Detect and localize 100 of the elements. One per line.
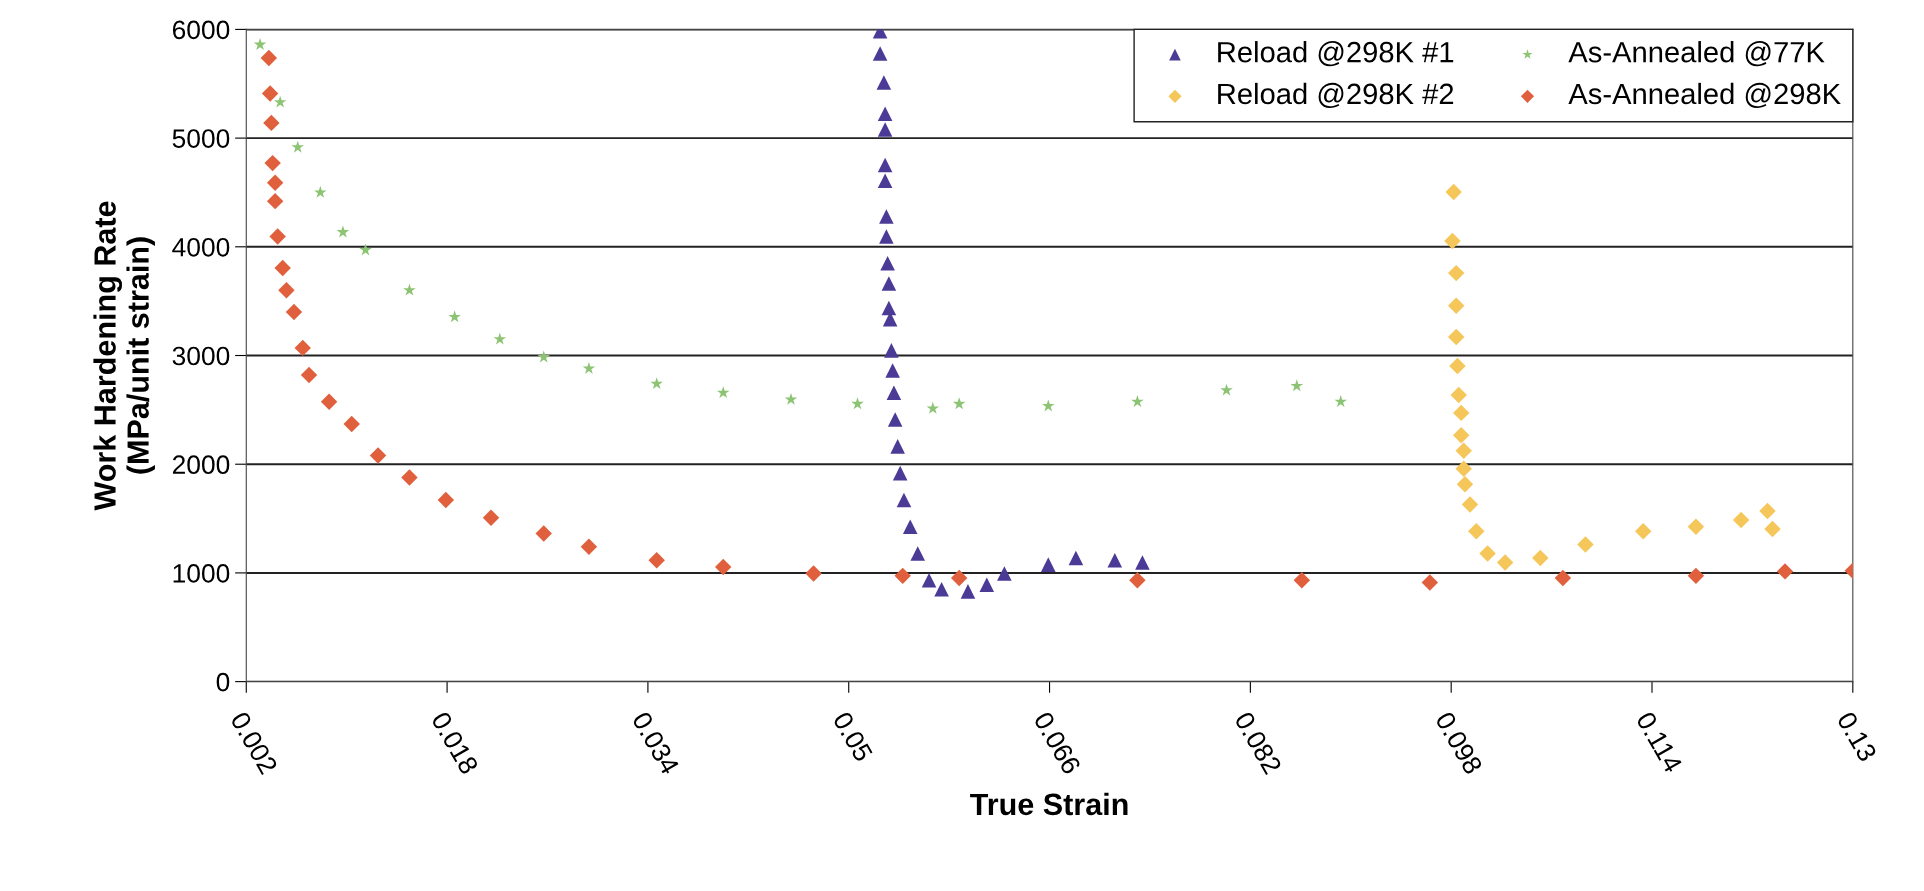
point xyxy=(934,581,949,597)
point xyxy=(1577,536,1594,553)
point xyxy=(896,492,912,508)
point xyxy=(448,310,461,323)
point xyxy=(1334,395,1347,408)
point xyxy=(1445,183,1462,201)
point xyxy=(881,276,897,291)
point xyxy=(979,577,995,593)
point xyxy=(437,491,455,509)
point xyxy=(482,509,500,527)
point xyxy=(879,229,894,244)
point xyxy=(1068,550,1084,566)
point xyxy=(872,46,888,61)
point xyxy=(784,392,798,405)
y-tick-label: 0 xyxy=(216,672,230,692)
point xyxy=(401,469,418,486)
point xyxy=(1634,522,1652,540)
point xyxy=(1479,545,1496,562)
legend-label: Reload @298K #2 xyxy=(1218,82,1454,109)
point xyxy=(877,173,893,188)
point xyxy=(921,573,937,588)
point xyxy=(264,154,281,172)
point xyxy=(1759,502,1776,520)
point xyxy=(1447,297,1465,314)
point xyxy=(1220,383,1233,396)
point xyxy=(851,397,864,410)
point xyxy=(336,225,350,238)
point xyxy=(1453,426,1470,444)
point xyxy=(910,546,926,561)
point xyxy=(877,106,893,122)
point xyxy=(278,282,295,299)
point xyxy=(1554,569,1572,587)
point xyxy=(535,525,552,542)
point xyxy=(884,343,899,358)
point xyxy=(1732,511,1750,529)
point xyxy=(1532,549,1549,567)
point xyxy=(1496,554,1514,571)
point xyxy=(266,174,284,191)
point xyxy=(582,361,596,374)
point xyxy=(960,584,976,599)
point xyxy=(285,303,303,321)
x-axis-title: True Strain xyxy=(970,792,1128,816)
point xyxy=(950,569,968,587)
point xyxy=(1455,460,1472,477)
point xyxy=(343,415,360,433)
point xyxy=(314,185,327,198)
point xyxy=(1449,357,1466,375)
point xyxy=(880,256,895,271)
point xyxy=(260,49,278,67)
point xyxy=(877,157,893,173)
point xyxy=(805,565,822,582)
point xyxy=(1042,399,1055,412)
point xyxy=(1455,442,1472,460)
y-tick-label: 2000 xyxy=(172,455,230,475)
point xyxy=(892,465,908,481)
point xyxy=(493,332,507,345)
y-tick-label: 3000 xyxy=(172,346,230,366)
point xyxy=(1421,574,1439,591)
point xyxy=(716,386,730,399)
point xyxy=(1764,520,1781,538)
y-tick-label: 5000 xyxy=(172,129,230,148)
point xyxy=(1687,518,1705,535)
point xyxy=(1135,555,1150,570)
point xyxy=(902,519,918,534)
point xyxy=(294,339,311,357)
y-tick-label: 6000 xyxy=(172,20,230,40)
point xyxy=(926,401,940,414)
point xyxy=(320,393,338,410)
point xyxy=(369,447,387,464)
point xyxy=(881,300,897,316)
legend-label: Reload @298K #1 xyxy=(1218,41,1454,67)
point xyxy=(1131,395,1144,408)
point xyxy=(886,385,902,401)
point xyxy=(1107,552,1123,568)
point xyxy=(894,567,911,585)
point xyxy=(1444,232,1461,250)
point xyxy=(273,95,287,108)
point xyxy=(1461,496,1479,513)
point xyxy=(877,122,893,137)
point xyxy=(1468,522,1485,540)
point xyxy=(300,366,318,384)
point xyxy=(537,350,550,363)
point xyxy=(253,38,267,50)
y-tick-label: 1000 xyxy=(173,564,230,583)
point xyxy=(1290,379,1304,392)
point xyxy=(261,85,279,102)
point xyxy=(1293,572,1311,589)
point xyxy=(580,538,598,556)
point xyxy=(876,75,892,90)
point xyxy=(269,228,286,245)
point xyxy=(887,412,903,427)
point xyxy=(997,566,1012,581)
legend-label: As-Annealed @298K xyxy=(1568,82,1841,109)
point xyxy=(1453,404,1470,422)
point xyxy=(1447,264,1465,282)
point xyxy=(1776,563,1794,580)
point xyxy=(879,209,894,224)
y-axis-title: Work Hardening Rate (MPa/unit strain) xyxy=(93,201,155,511)
point xyxy=(1450,386,1467,404)
point xyxy=(274,259,291,277)
